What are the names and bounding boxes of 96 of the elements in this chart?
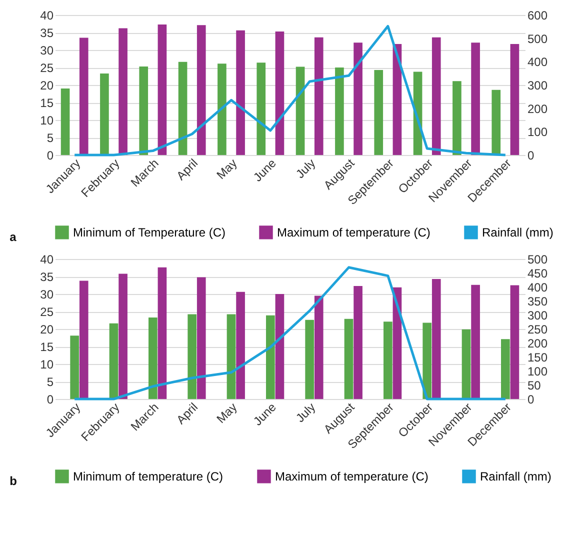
y-tick-label: 30 bbox=[40, 44, 54, 58]
y-tick-label: 40 bbox=[40, 252, 54, 266]
bar bbox=[256, 62, 266, 155]
bar bbox=[344, 318, 354, 399]
bar bbox=[236, 30, 245, 155]
y2-tick-label: 100 bbox=[528, 125, 548, 140]
y-tick-label: 25 bbox=[40, 305, 54, 319]
y2-tick-label: 0 bbox=[528, 392, 534, 406]
bar bbox=[266, 315, 275, 399]
y-tick-label: 5 bbox=[46, 131, 54, 145]
bar bbox=[100, 73, 109, 155]
legend-label: Minimum of temperature (C) bbox=[73, 469, 224, 484]
y-tick-label: 30 bbox=[40, 288, 54, 302]
x-tick-label: May bbox=[214, 156, 240, 182]
bar bbox=[79, 38, 88, 155]
bar bbox=[275, 31, 284, 155]
bar bbox=[196, 25, 206, 155]
y-tick-label: 40 bbox=[40, 8, 54, 22]
bar bbox=[510, 285, 520, 399]
y2-tick-label: 350 bbox=[528, 294, 548, 308]
y2-tick-label: 200 bbox=[528, 336, 548, 350]
y2-tick-label: 450 bbox=[528, 266, 548, 280]
y-tick-label: 0 bbox=[46, 148, 54, 162]
bar bbox=[118, 274, 128, 399]
y2-tick-label: 300 bbox=[528, 78, 548, 92]
bar bbox=[226, 314, 236, 399]
bar bbox=[354, 42, 362, 155]
y-tick-label: 15 bbox=[40, 96, 54, 110]
bar bbox=[314, 37, 324, 155]
legend-label: Minimum of Temperature (C) bbox=[73, 225, 226, 240]
y-tick-label: 10 bbox=[40, 358, 54, 372]
y2-tick-label: 0 bbox=[528, 148, 534, 162]
y-tick-label: 35 bbox=[40, 270, 54, 284]
bar bbox=[158, 267, 167, 399]
bar bbox=[471, 284, 480, 399]
x-tick-label: May bbox=[214, 400, 240, 426]
legend-label: Maximum of temperature (C) bbox=[275, 469, 428, 484]
bar bbox=[178, 62, 188, 155]
bar bbox=[462, 329, 471, 399]
y-tick-label: 15 bbox=[40, 340, 54, 354]
line-series bbox=[73, 24, 507, 156]
y2-tick-label: 500 bbox=[528, 252, 548, 266]
bar bbox=[305, 320, 314, 399]
y2-tick-label: 500 bbox=[528, 32, 548, 46]
bar bbox=[422, 322, 432, 399]
y2-tick-label: 150 bbox=[528, 350, 548, 364]
bar bbox=[492, 90, 501, 155]
y-tick-label: 20 bbox=[40, 78, 54, 92]
y2-tick-label: 250 bbox=[528, 322, 548, 336]
y2-tick-label: 50 bbox=[528, 378, 542, 392]
bar bbox=[335, 68, 344, 155]
legend-label: Rainfall (mm) bbox=[482, 225, 554, 240]
y-tick-label: 5 bbox=[46, 375, 54, 389]
x-tick-label: July bbox=[293, 156, 318, 182]
bar bbox=[354, 286, 362, 399]
bar bbox=[432, 37, 441, 155]
y2-tick-label: 200 bbox=[528, 102, 548, 116]
bar bbox=[139, 66, 148, 155]
bar bbox=[374, 70, 384, 155]
y2-tick-label: 400 bbox=[528, 280, 548, 294]
bar bbox=[392, 44, 402, 155]
bar bbox=[296, 66, 305, 155]
bar bbox=[432, 278, 441, 399]
y2-tick-label: 300 bbox=[528, 308, 548, 322]
bar bbox=[510, 44, 520, 155]
legend-label: Rainfall (mm) bbox=[480, 469, 552, 484]
bar bbox=[314, 296, 324, 399]
x-tick-label: July bbox=[293, 400, 318, 426]
y-tick-label: 25 bbox=[40, 61, 54, 75]
bar bbox=[236, 292, 245, 399]
y-tick-label: 10 bbox=[40, 114, 54, 128]
y-tick-label: 20 bbox=[40, 322, 54, 336]
bar bbox=[118, 28, 128, 155]
y2-tick-label: 100 bbox=[528, 364, 548, 378]
bar bbox=[196, 277, 206, 399]
bar bbox=[501, 339, 510, 399]
line-series bbox=[73, 266, 507, 400]
y-tick-label: 35 bbox=[40, 26, 54, 40]
bar bbox=[70, 336, 79, 399]
bar bbox=[60, 88, 70, 155]
bar bbox=[275, 294, 284, 399]
legend-label: Maximum of temperature (C) bbox=[277, 225, 430, 240]
bar bbox=[148, 317, 158, 399]
bar bbox=[384, 322, 392, 399]
bar bbox=[79, 280, 88, 399]
bar bbox=[471, 42, 480, 155]
bar bbox=[158, 24, 167, 155]
text: b bbox=[10, 474, 17, 488]
text: a bbox=[10, 230, 17, 244]
bar bbox=[218, 64, 226, 155]
y2-tick-label: 400 bbox=[528, 55, 548, 70]
bar bbox=[188, 314, 196, 399]
bar bbox=[109, 323, 118, 399]
y-tick-label: 0 bbox=[46, 392, 54, 406]
bar bbox=[452, 81, 462, 155]
y2-tick-label: 600 bbox=[528, 8, 548, 22]
